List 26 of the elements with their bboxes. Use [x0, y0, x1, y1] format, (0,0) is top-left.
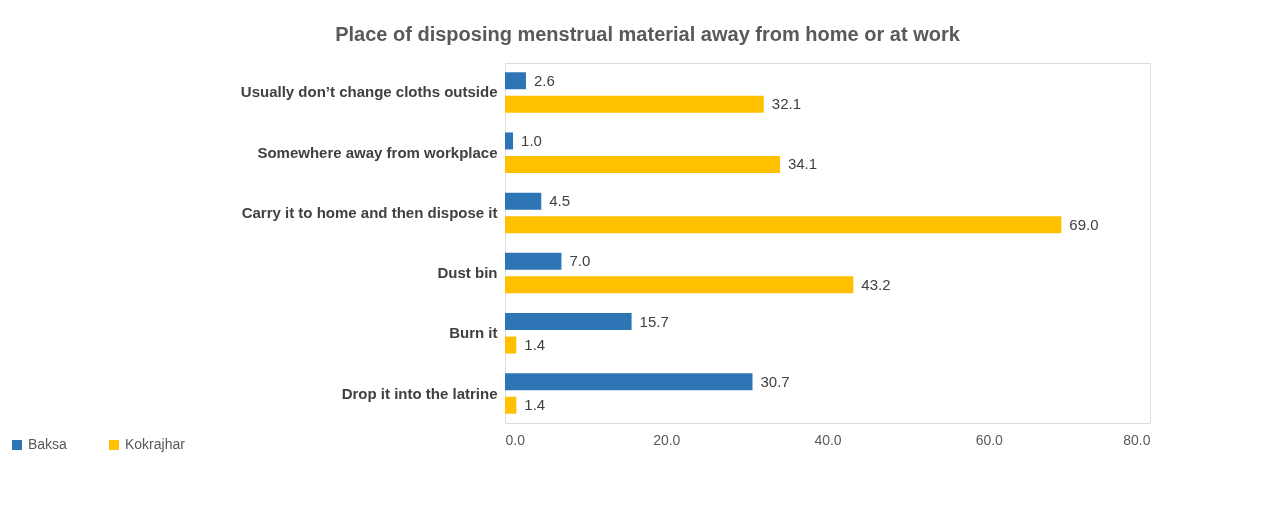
y-tick-label: Drop it into the latrine	[341, 384, 498, 402]
data-label: 2.6	[533, 71, 555, 89]
data-label: 69.0	[1069, 215, 1099, 233]
legend-label: Kokrajhar	[125, 436, 186, 452]
data-label: 7.0	[569, 252, 591, 270]
x-tick-label: 60.0	[975, 431, 1004, 448]
data-label: 1.4	[524, 336, 546, 354]
legend-label: Baksa	[28, 436, 68, 452]
x-tick-label: 20.0	[653, 431, 681, 448]
data-label: 34.1	[787, 155, 818, 173]
data-label: 43.2	[861, 275, 891, 293]
data-label: 30.7	[760, 372, 790, 390]
data-label: 15.7	[639, 312, 669, 330]
data-label: 1.4	[524, 396, 546, 414]
y-tick-label: Usually don’t change cloths outside	[240, 83, 498, 101]
data-label: 32.1	[771, 95, 802, 113]
data-label: 1.0	[521, 131, 542, 149]
y-tick-label: Dust bin	[437, 264, 498, 282]
x-tick-label: 80.0	[1123, 431, 1151, 448]
chart-title: Place of disposing menstrual material away from home or at work	[335, 23, 961, 45]
y-tick-label: Burn it	[449, 324, 498, 342]
data-label: 4.5	[549, 192, 571, 210]
x-tick-label: 0.0	[505, 431, 526, 448]
y-tick-label: Somewhere away from workplace	[257, 143, 498, 161]
y-tick-label: Carry it to home and then dispose it	[241, 203, 498, 221]
x-tick-label: 40.0	[814, 431, 842, 448]
